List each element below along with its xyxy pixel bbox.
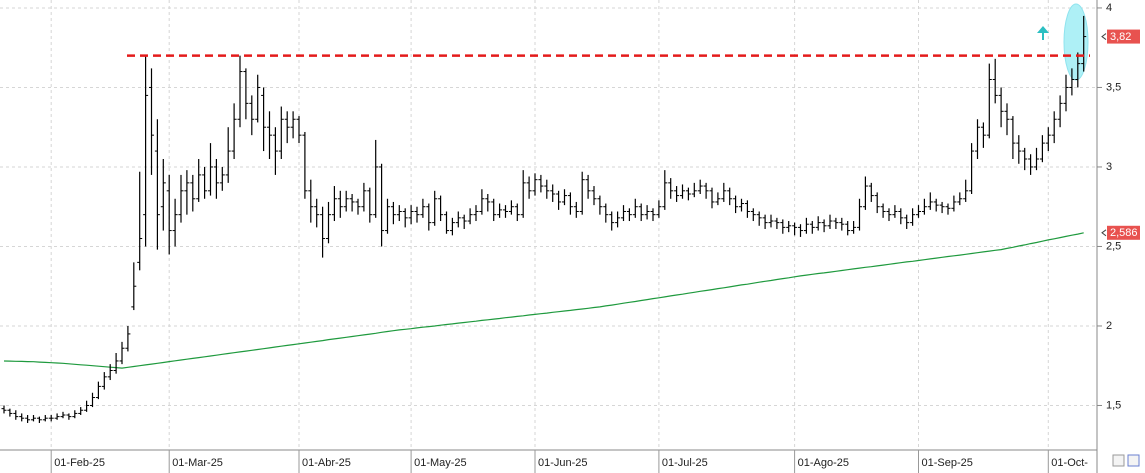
corner-button[interactable]: [1127, 454, 1140, 467]
y-tick-label: 3,5: [1106, 81, 1121, 93]
x-tick-label: 01-Sep-25: [922, 457, 973, 469]
x-tick-label: 01-Jun-25: [538, 457, 588, 469]
x-tick-label: 01-Mar-25: [172, 457, 223, 469]
y-tick-label: 2: [1106, 320, 1112, 332]
up-arrow: [1037, 26, 1049, 40]
x-tick-label: 01-Oct-: [1051, 457, 1088, 469]
x-tick-label: 01-Feb-25: [54, 457, 105, 469]
x-tick-label: 01-Abr-25: [302, 457, 351, 469]
corner-button[interactable]: [1112, 454, 1125, 467]
price-tag-pointer: [1101, 229, 1107, 237]
y-tick-label: 1,5: [1106, 399, 1121, 411]
price-tag-label: 2,586: [1110, 227, 1138, 239]
highlight-ellipse: [1063, 3, 1089, 81]
x-tick-label: 01-Ago-25: [798, 457, 849, 469]
price-tag-label: 3,82: [1110, 31, 1131, 43]
x-tick-label: 01-Jul-25: [662, 457, 708, 469]
price-tag-pointer: [1101, 33, 1107, 40]
y-tick-label: 4: [1106, 2, 1112, 14]
y-tick-label: 2,5: [1106, 240, 1121, 252]
moving-average: [3, 232, 1084, 369]
y-tick-label: 3: [1106, 161, 1112, 173]
price-tag-box: [1107, 225, 1140, 240]
x-tick-label: 01-May-25: [414, 457, 467, 469]
price-tag-box: [1107, 29, 1140, 44]
